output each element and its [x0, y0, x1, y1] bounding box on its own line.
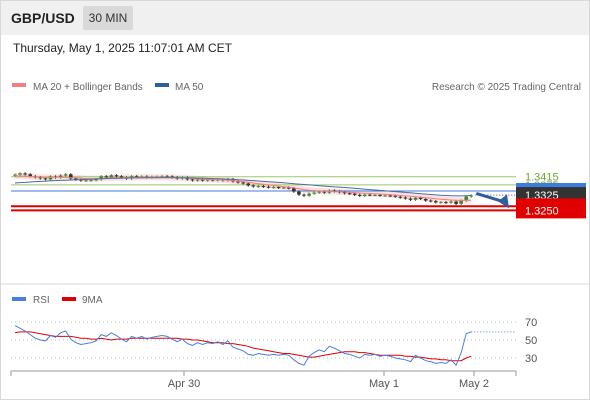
candle-body	[104, 176, 109, 178]
candle-body	[38, 177, 43, 179]
candle-body	[464, 196, 469, 201]
candle-body	[307, 193, 311, 196]
candle-body	[43, 178, 48, 180]
candle-body	[276, 187, 281, 189]
candle-body	[94, 179, 98, 181]
candle-body	[266, 186, 271, 188]
candle-body	[292, 188, 296, 192]
rsi-line	[14, 325, 472, 367]
candle-body	[428, 200, 433, 202]
candle-body	[383, 195, 387, 197]
candle-body	[261, 186, 266, 188]
rsi-tick-label: 30	[525, 353, 537, 365]
x-tick-label: Apr 30	[168, 378, 200, 390]
candle-body	[418, 197, 423, 199]
ma20-line	[14, 175, 472, 201]
candle-body	[347, 193, 352, 195]
candle-body	[89, 180, 93, 182]
x-tick-label: May 2	[459, 378, 489, 390]
candle-body	[297, 191, 301, 195]
candle-body	[109, 175, 114, 178]
resistance-label: 1.3415	[525, 172, 559, 184]
candle-body	[251, 185, 256, 187]
candle-body	[332, 190, 337, 192]
candle-body	[195, 179, 200, 181]
candle-body	[236, 181, 240, 183]
candle-body	[23, 173, 27, 175]
candle-body	[281, 187, 286, 189]
candle-body	[454, 201, 458, 204]
timestamp: Thursday, May 1, 2025 11:07:01 AM CET	[13, 41, 232, 55]
candle-body	[74, 178, 78, 180]
candle-body	[134, 176, 139, 178]
rsi-tick-label: 70	[525, 317, 537, 329]
candle-body	[439, 202, 443, 204]
rsi-tick-label: 50	[525, 335, 537, 347]
candle-body	[449, 201, 453, 203]
candle-body	[434, 201, 438, 203]
ma9-legend-swatch	[62, 297, 76, 301]
ma9-legend-label: 9MA	[82, 295, 103, 306]
ma50-legend-swatch	[155, 83, 169, 87]
x-tick-label: May 1	[369, 378, 399, 390]
candle-body	[393, 195, 398, 197]
ma50-line	[14, 177, 472, 197]
support-label: 1.3250	[525, 205, 559, 217]
candle-body	[271, 187, 276, 189]
candle-body	[423, 198, 428, 201]
symbol-title: GBP/USD	[11, 10, 75, 26]
candle-body	[302, 194, 306, 196]
candle-body	[312, 192, 316, 194]
candle-body	[388, 195, 392, 197]
candle-body	[68, 174, 73, 179]
rsi-legend-label: RSI	[33, 295, 50, 306]
candle-body	[459, 200, 463, 204]
ma50-legend-label: MA 50	[175, 82, 204, 93]
rsi-legend-swatch	[12, 297, 26, 301]
candle-body	[28, 174, 33, 177]
candle-body	[408, 198, 413, 200]
candle-body	[84, 180, 88, 182]
candle-body	[398, 196, 403, 198]
candle-body	[205, 179, 210, 181]
candle-body	[114, 175, 119, 177]
timeframe-button[interactable]: 30 MIN	[83, 6, 133, 30]
candle-body	[200, 179, 205, 181]
candle-body	[373, 194, 377, 196]
candle-body	[63, 174, 68, 176]
candle-body	[363, 194, 367, 196]
candle-body	[403, 197, 408, 199]
projection-arrow-head	[498, 194, 509, 209]
candle-body	[190, 179, 195, 181]
ma20-legend-label: MA 20 + Bollinger Bands	[33, 82, 143, 93]
bollinger-band	[15, 172, 472, 204]
candle-body	[241, 182, 245, 184]
candle-body	[444, 202, 448, 204]
support-tag	[516, 202, 586, 219]
candle-body	[368, 194, 372, 196]
ma20-legend-swatch	[12, 83, 26, 87]
candle-body	[342, 192, 347, 194]
candle-body	[18, 173, 22, 175]
candle-body	[58, 175, 63, 178]
candle-body	[322, 191, 327, 193]
candle-body	[357, 194, 362, 196]
candle-body	[99, 176, 103, 180]
candle-body	[246, 183, 251, 186]
candle-body	[13, 174, 17, 176]
candle-body	[256, 186, 261, 188]
rsi-ma9-line	[14, 331, 472, 362]
candle-body	[119, 176, 124, 178]
copyright-credit: Research © 2025 Trading Central	[432, 82, 581, 93]
candle-body	[352, 193, 357, 195]
candle-body	[378, 194, 382, 196]
candle-body	[286, 187, 291, 189]
candle-body	[317, 191, 321, 193]
candle-body	[413, 197, 418, 200]
